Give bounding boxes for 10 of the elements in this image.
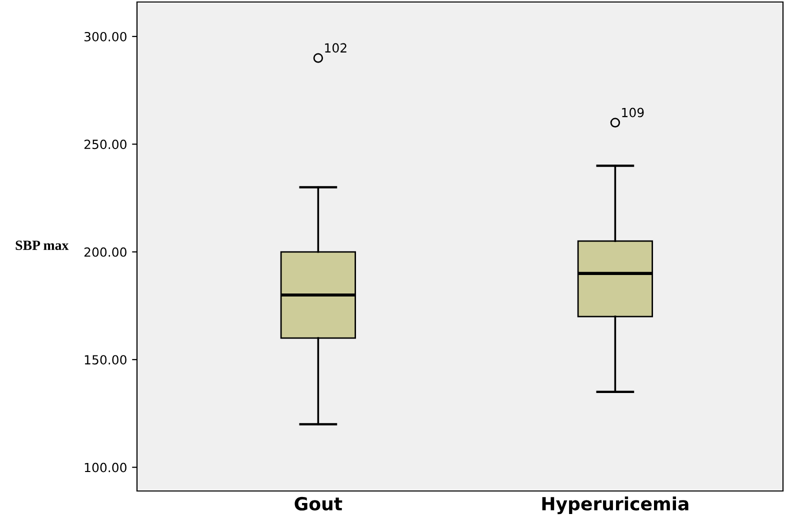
y-tick-label: 250.00 bbox=[84, 140, 126, 150]
y-tick-label: 200.00 bbox=[84, 247, 126, 257]
y-axis-title: SBP max bbox=[16, 240, 69, 250]
y-tick-label: 100.00 bbox=[84, 462, 126, 472]
annotation: 102 bbox=[325, 43, 346, 53]
y-tick-label: 150.00 bbox=[84, 355, 126, 365]
annotation: 109 bbox=[622, 108, 644, 118]
y-tick-label: 300.00 bbox=[84, 32, 126, 42]
x-tick-label: Gout bbox=[294, 496, 342, 511]
x-tick-label: Hyperuricemia bbox=[542, 496, 688, 514]
